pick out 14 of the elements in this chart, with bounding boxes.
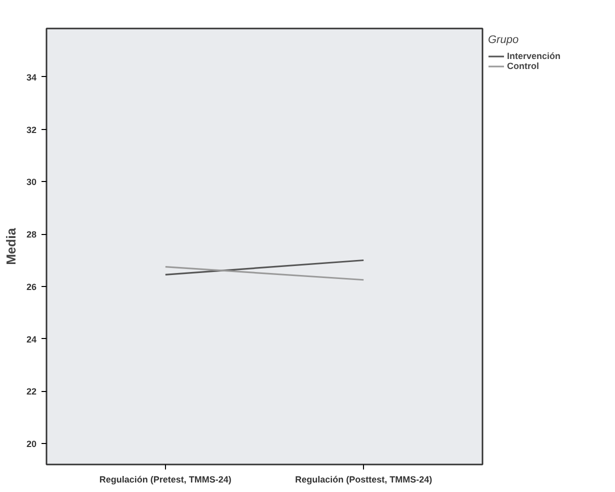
x-tick-label: Regulación (Pretest, TMMS-24) <box>99 474 232 484</box>
y-tick-label: 24 <box>26 334 37 344</box>
y-tick-label: 20 <box>26 439 37 450</box>
x-tick-label: Regulación (Posttest, TMMS-24) <box>295 474 432 484</box>
legend-label: Intervención <box>507 51 561 61</box>
y-tick-label: 26 <box>26 282 37 292</box>
y-tick-label: 28 <box>26 230 37 240</box>
y-tick-label: 34 <box>26 72 37 82</box>
legend-title: Grupo <box>488 34 520 46</box>
legend-label: Control <box>507 61 539 71</box>
y-axis-title: Media <box>3 227 18 265</box>
y-tick-label: 30 <box>26 177 37 188</box>
y-tick-label: 32 <box>26 124 37 135</box>
y-tick-label: 22 <box>26 386 37 397</box>
